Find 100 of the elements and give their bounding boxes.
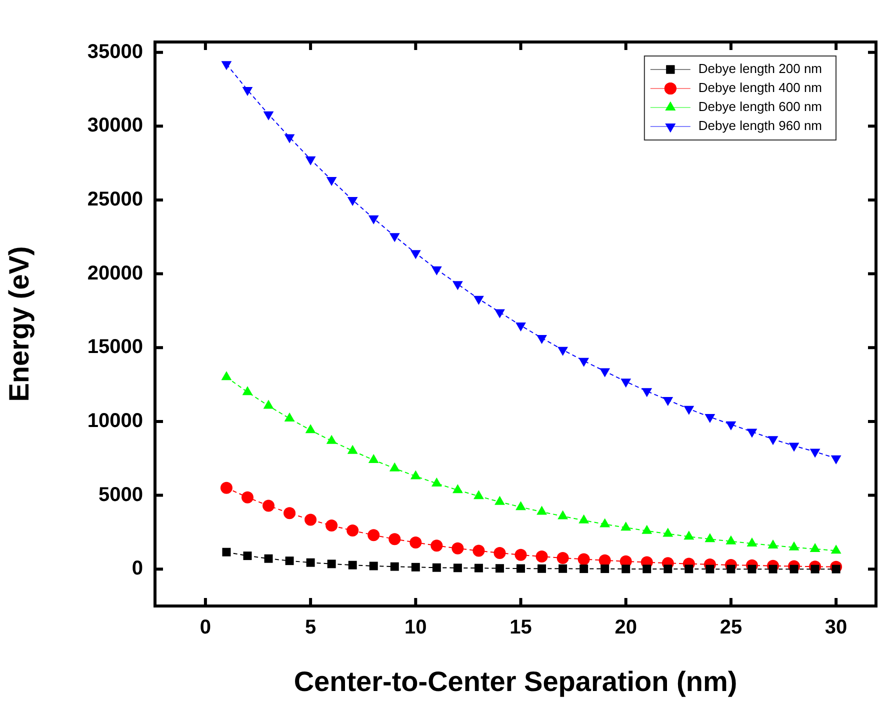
point	[684, 564, 694, 574]
legend-label: Debye length 400 nm	[698, 80, 822, 96]
point	[262, 500, 275, 512]
point	[242, 86, 253, 96]
y-tick-label: 25000	[87, 188, 143, 210]
point	[369, 562, 378, 570]
y-tick-label: 20000	[87, 262, 143, 284]
point	[472, 544, 485, 557]
point	[368, 529, 380, 542]
point	[642, 564, 652, 574]
point	[306, 558, 315, 567]
point	[746, 538, 758, 547]
y-tick-label: 0	[132, 558, 143, 580]
point	[662, 397, 674, 406]
point	[494, 309, 505, 318]
x-tick-label: 15	[510, 616, 532, 639]
point	[516, 564, 525, 573]
point	[556, 552, 569, 564]
point	[495, 564, 504, 573]
point	[452, 542, 464, 554]
point	[284, 134, 295, 144]
point	[684, 406, 694, 415]
point	[431, 266, 442, 276]
point	[221, 61, 232, 70]
y-tick-label: 15000	[87, 336, 143, 358]
point	[746, 428, 758, 438]
point	[304, 514, 317, 526]
point	[704, 533, 716, 542]
y-axis-title: Energy (eV)	[4, 246, 35, 402]
point	[748, 564, 756, 574]
y-tick-label: 35000	[87, 40, 143, 63]
x-tick-label: 30	[824, 616, 848, 639]
point	[664, 564, 672, 574]
point	[432, 563, 441, 572]
x-tick-label: 0	[200, 616, 212, 639]
point	[411, 562, 420, 572]
point	[453, 564, 462, 572]
point	[263, 111, 274, 120]
point	[347, 196, 358, 206]
point	[684, 530, 694, 540]
point	[494, 546, 506, 559]
point	[222, 548, 231, 556]
point	[830, 544, 842, 554]
point	[558, 564, 568, 573]
point	[790, 564, 798, 574]
point	[726, 564, 736, 574]
point	[348, 560, 357, 570]
point	[305, 156, 316, 166]
point	[220, 482, 232, 494]
point	[389, 233, 400, 242]
x-tick-label: 20	[614, 616, 637, 639]
point	[600, 564, 610, 574]
point	[538, 564, 546, 573]
point	[241, 491, 254, 504]
point	[285, 556, 294, 566]
point	[326, 520, 338, 532]
point	[410, 250, 421, 260]
point	[326, 177, 337, 186]
point	[622, 564, 630, 574]
point	[430, 540, 443, 552]
point	[536, 550, 548, 563]
point	[600, 368, 610, 378]
point	[578, 358, 590, 367]
point	[410, 536, 422, 549]
point	[516, 322, 526, 332]
point	[368, 215, 379, 224]
point	[264, 554, 273, 563]
point	[558, 346, 568, 356]
point	[768, 436, 778, 446]
point	[768, 564, 778, 574]
point	[346, 524, 359, 537]
point	[706, 564, 714, 574]
point	[620, 378, 632, 388]
y-tick-label: 30000	[87, 114, 143, 137]
point	[327, 560, 336, 568]
point	[726, 421, 736, 430]
point	[536, 335, 547, 344]
legend-label: Debye length 960 nm	[698, 118, 822, 134]
legend-label: Debye length 600 nm	[698, 99, 822, 114]
point	[284, 507, 296, 520]
point	[452, 281, 463, 290]
point	[788, 442, 800, 452]
x-tick-label: 10	[404, 616, 427, 639]
point	[578, 553, 590, 566]
point	[514, 548, 527, 561]
y-tick-label: 10000	[87, 410, 143, 432]
point	[388, 533, 401, 546]
y-tick-label: 5000	[98, 484, 143, 506]
point	[810, 448, 820, 458]
x-tick-label: 25	[720, 616, 742, 639]
point	[580, 564, 588, 574]
point	[243, 552, 252, 560]
point	[474, 564, 483, 572]
legend-label: Debye length 200 nm	[698, 61, 822, 76]
x-tick-label: 5	[304, 616, 316, 639]
point	[830, 455, 842, 464]
point	[810, 543, 820, 552]
x-axis-title: Center-to-Center Separation (nm)	[294, 666, 738, 697]
point	[474, 296, 484, 305]
point	[390, 562, 399, 571]
